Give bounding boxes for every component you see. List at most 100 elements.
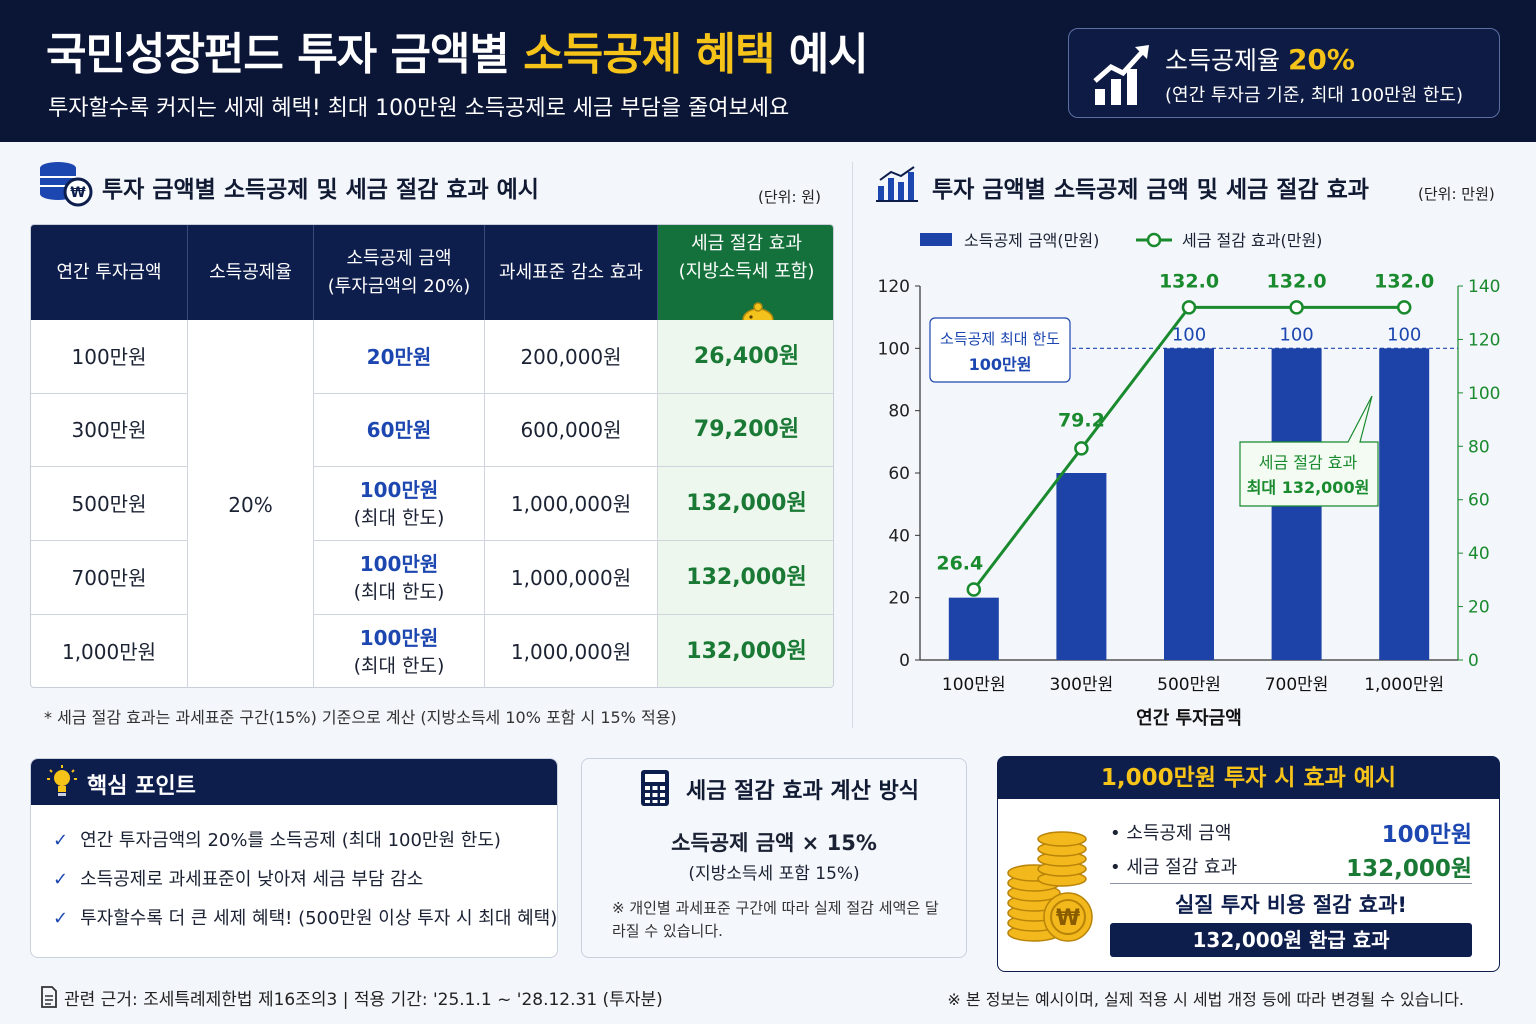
col-header-rate: 소득공제율: [188, 225, 314, 320]
bar-chart-icon: [876, 166, 918, 202]
bar-value-label: 100: [1172, 324, 1206, 345]
coin-stack-icon: ₩: [40, 162, 93, 207]
row5-base-reduction: 1,000,000원: [485, 615, 658, 687]
row5-deduction-value: 100만원: [359, 626, 439, 650]
y-left-tick-label: 120: [878, 277, 910, 297]
row5-deduction-note: (최대 한도): [353, 655, 445, 677]
row2-amount: 300만원: [31, 394, 188, 467]
key-points-header: [31, 759, 557, 805]
y-right-tick-label: 20: [1468, 598, 1490, 618]
deduction-rate-box: 소득공제율 20% (연간 투자금 기준, 최대 100만원 한도): [1068, 28, 1500, 118]
check-icon: ✓: [53, 908, 69, 929]
row4-deduction-note: (최대 한도): [353, 580, 445, 603]
y-left-tick-label: 20: [888, 589, 910, 609]
calc-disclaimer: ※ 개인별 과세표준 구간에 따라 실제 절감 세액은 달라질 수 있습니다.: [612, 899, 939, 940]
line-value-label: 132.0: [1374, 270, 1434, 292]
calc-title: 세금 절감 효과 계산 방식: [686, 779, 920, 804]
row4-base-reduction: 1,000,000원: [485, 541, 658, 615]
rate-value: 20%: [1287, 43, 1355, 76]
rate-label-text: 소득공제율: [1165, 46, 1288, 75]
example-row-saving: • 세금 절감 효과 132,000원: [1110, 853, 1472, 882]
line-value-label: 79.2: [1058, 409, 1105, 431]
bar-value-label: 100: [1387, 324, 1421, 345]
example-saving-value: 132,000원: [1346, 856, 1472, 882]
example-header: 1,000만원 투자 시 효과 예시: [998, 757, 1499, 799]
row3-deduction-value: 100만원: [359, 477, 439, 502]
row2-deduction-value: 60만원: [366, 418, 432, 442]
y-left-tick-label: 40: [888, 526, 910, 546]
bar-2: [1056, 473, 1107, 660]
example-deduction-value: 100만원: [1381, 822, 1472, 848]
header-banner: 국민성장펀드 투자 금액별 소득공제 혜택 예시 투자할수록 커지는 세제 혜택…: [0, 0, 1536, 142]
footer-disclaimer: ※ 본 정보는 예시이며, 실제 적용 시 세법 개정 등에 따라 변경될 수 …: [947, 990, 1464, 1009]
x-tick-label: 1,000만원: [1364, 675, 1444, 695]
row3-saving: 132,000원: [658, 467, 833, 541]
page-title: 국민성장펀드 투자 금액별 소득공제 혜택 예시: [46, 18, 869, 82]
saving-callout-line1: 세금 절감 효과: [1259, 453, 1358, 472]
line-point-1: [966, 582, 982, 597]
saving-callout-box: [1239, 395, 1379, 507]
line-point-4: [1289, 300, 1304, 315]
row4-amount: 700만원: [31, 541, 188, 615]
row1-deduction: 20만원: [314, 320, 485, 394]
example-saving-label: • 세금 절감 효과: [1110, 857, 1238, 878]
lightbulb-icon: [47, 765, 77, 796]
example-row-deduction: • 소득공제 금액 100만원: [1110, 819, 1472, 848]
limit-callout-box: [929, 317, 1071, 383]
chart-section-title: 투자 금액별 소득공제 금액 및 세금 절감 효과: [932, 177, 1369, 203]
row1-amount: 100만원: [31, 320, 188, 394]
rate-label: 소득공제율 20%: [1165, 41, 1355, 77]
svg-text:₩: ₩: [1056, 906, 1080, 931]
x-tick-label: 300만원: [1050, 675, 1114, 695]
table-section-title: 투자 금액별 소득공제 및 세금 절감 효과 예시: [102, 177, 539, 203]
line-value-label: 26.4: [936, 552, 983, 574]
row3-deduction-note: (최대 한도): [353, 506, 445, 529]
title-end: 예시: [774, 29, 869, 80]
title-highlight: 소득공제 혜택: [523, 29, 775, 80]
legend-bar-swatch: [920, 233, 952, 246]
row1-deduction-value: 20만원: [366, 344, 432, 369]
x-tick-label: 700만원: [1265, 675, 1329, 695]
key-point-1-text: 연간 투자금액의 20%를 소득공제 (최대 100만원 한도): [80, 830, 501, 851]
y-left-tick-label: 0: [899, 651, 910, 671]
calc-formula: 소득공제 금액 × 15%: [671, 831, 877, 855]
y-right-tick-label: 80: [1468, 437, 1490, 457]
line-point-3: [1181, 300, 1197, 315]
y-right-tick-label: 60: [1468, 491, 1490, 511]
table-unit: (단위: 원): [758, 188, 821, 206]
key-point-2: ✓ 소득공제로 과세표준이 낮아져 세금 부담 감소: [53, 865, 423, 891]
saving-callout-line2: 최대 132,000원: [1247, 478, 1370, 497]
y-right-tick-label: 120: [1468, 330, 1500, 350]
row3-amount: 500만원: [31, 467, 188, 541]
title-text: 국민성장펀드 투자 금액별: [46, 29, 524, 80]
check-icon: ✓: [53, 830, 69, 851]
key-point-3-text: 투자할수록 더 큰 세제 혜택! (500만원 이상 투자 시 최대 혜택): [80, 908, 558, 929]
bar-5: [1379, 348, 1430, 660]
calc-formula-note: (지방소득세 포함 15%): [688, 864, 860, 884]
limit-callout-line1: 소득공제 최대 한도: [940, 330, 1060, 348]
legend-bar-label: 소득공제 금액(만원): [964, 231, 1099, 250]
bar-value-label: 100: [1279, 324, 1313, 345]
col-header-amount: 연간 투자금액: [31, 225, 188, 320]
x-tick-label: 500만원: [1157, 675, 1221, 695]
check-icon: ✓: [53, 869, 69, 890]
line-point-2: [1074, 441, 1089, 456]
y-right-tick-label: 100: [1468, 384, 1500, 404]
x-axis-title: 연간 투자금액: [1136, 708, 1242, 729]
example-deduction-label: • 소득공제 금액: [1110, 823, 1232, 844]
row5-deduction: 100만원 (최대 한도): [314, 615, 485, 687]
col-header-base: 과세표준 감소 효과: [485, 225, 658, 320]
x-tick-label: 100만원: [942, 675, 1006, 695]
table-note: * 세금 절감 효과는 과세표준 구간(15%) 기준으로 계산 (지방소득세 …: [44, 708, 677, 727]
col-header-deduction: 소득공제 금액 (투자금액의 20%): [314, 225, 485, 320]
bar-3: [1164, 348, 1214, 660]
key-point-3: ✓ 투자할수록 더 큰 세제 혜택! (500만원 이상 투자 시 최대 혜택): [53, 904, 557, 930]
footer-basis: 관련 근거: 조세특례제한법 제16조의3 | 적용 기간: '25.1.1 ~…: [64, 990, 663, 1010]
benefit-table: 연간 투자금액 소득공제율 소득공제 금액 (투자금액의 20%) 과세표준 감…: [30, 224, 834, 688]
page-subtitle: 투자할수록 커지는 세제 혜택! 최대 100만원 소득공제로 세금 부담을 줄…: [48, 96, 790, 121]
row1-base-reduction: 200,000원: [485, 320, 658, 394]
legend-line-marker: [1146, 232, 1162, 248]
example-panel: 1,000만원 투자 시 효과 예시 ₩ • 소득공제 금액 100만원 • 세금…: [997, 756, 1500, 972]
gold-coins-icon: ₩: [1007, 831, 1093, 942]
calc-panel: 세금 절감 효과 계산 방식 소득공제 금액 × 15% (지방소득세 포함 1…: [581, 758, 967, 958]
